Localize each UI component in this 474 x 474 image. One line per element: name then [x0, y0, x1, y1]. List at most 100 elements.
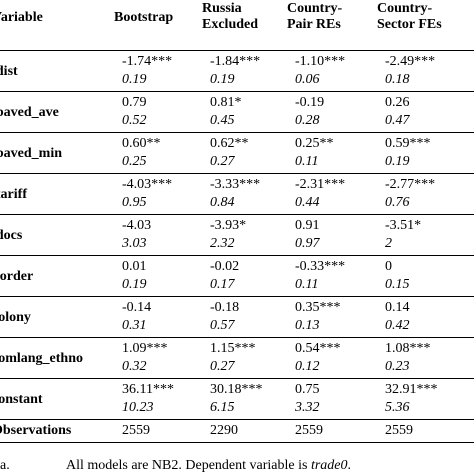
estimate-cell: 1.15***	[210, 341, 256, 356]
table-row-estimate: lpaved_min 0.60** 0.62** 0.25** 0.59***	[0, 132, 474, 174]
std-error-cell: 0.28	[287, 112, 377, 133]
std-error-cell: 10.23	[114, 399, 202, 420]
note-dependent-variable: trade0	[310, 458, 348, 473]
std-error-cell: 0.19	[377, 153, 474, 174]
estimate-cell: 0.62**	[210, 136, 249, 151]
estimate-cell: 30.18***	[210, 382, 263, 397]
estimate-cell: 0.01	[122, 259, 147, 274]
estimate-cell: -1.84***	[210, 54, 261, 69]
std-error-cell: 0.47	[377, 112, 474, 133]
estimate-cell: -1.74***	[122, 54, 173, 69]
table-row-std-error: 0.32 0.27 0.12 0.23	[0, 358, 474, 379]
std-error-cell: 3.32	[287, 399, 377, 420]
estimate-cell: 0.60**	[122, 136, 161, 151]
variable-name: constant	[0, 378, 114, 420]
std-error-cell: 0.76	[377, 194, 474, 215]
variable-name: ltariff	[0, 173, 114, 215]
observations-cell: 2559	[377, 419, 474, 443]
estimate-cell: -3.51*	[385, 218, 422, 233]
std-error-cell: 0.27	[202, 358, 287, 379]
variable-name: lpaved_ave	[0, 91, 114, 133]
table-row-std-error: 10.23 6.15 3.32 5.36	[0, 399, 474, 420]
estimate-cell: -3.93*	[210, 218, 247, 233]
estimate-cell: 0.81*	[210, 95, 242, 110]
variable-name: border	[0, 255, 114, 297]
std-error-cell: 0.18	[377, 71, 474, 92]
header-country-sector-fes: Country- Sector FEs	[377, 0, 474, 51]
std-error-cell: 0.19	[114, 71, 202, 92]
estimate-cell: 0.25**	[295, 136, 334, 151]
std-error-cell: 0.44	[287, 194, 377, 215]
table-row-std-error: 0.52 0.45 0.28 0.47	[0, 112, 474, 133]
std-error-cell: 2	[377, 235, 474, 256]
estimate-cell: 0.75	[295, 382, 320, 397]
estimate-cell: -3.33***	[210, 177, 261, 192]
std-error-cell: 3.03	[114, 235, 202, 256]
std-error-cell: 0.84	[202, 194, 287, 215]
estimate-cell: -2.77***	[385, 177, 436, 192]
table-row-estimate: comlang_ethno 1.09*** 1.15*** 0.54*** 1.08**…	[0, 337, 474, 379]
std-error-cell: 0.11	[287, 276, 377, 297]
estimate-cell: 0.35***	[295, 300, 341, 315]
estimate-cell: -2.31***	[295, 177, 346, 192]
estimate-cell: 0	[385, 259, 392, 274]
estimate-cell: 0.26	[385, 95, 410, 110]
table-row-std-error: 3.03 2.32 0.97 2	[0, 235, 474, 256]
variable-name: ldist	[0, 50, 114, 92]
std-error-cell: 0.97	[287, 235, 377, 256]
note-text: All models are NB2. Dependent variable i…	[66, 458, 311, 473]
header-bootstrap: Bootstrap	[114, 0, 202, 51]
estimate-cell: -0.19	[295, 95, 325, 110]
table-row-estimate: border 0.01 -0.02 -0.33*** 0	[0, 255, 474, 297]
std-error-cell: 0.95	[114, 194, 202, 215]
header-country-pair-res: Country- Pair REs	[287, 0, 377, 51]
estimate-cell: 1.08***	[385, 341, 431, 356]
note-label: a.	[0, 458, 10, 473]
estimate-cell: -1.10***	[295, 54, 346, 69]
observations-row: Observations2559229025592559	[0, 419, 474, 443]
table-note: a. All models are NB2. Dependent variable…	[0, 458, 351, 474]
observations-label: Observations	[0, 419, 114, 443]
estimate-cell: 0.54***	[295, 341, 341, 356]
table-row-estimate: ltariff -4.03*** -3.33*** -2.31*** -2.77***	[0, 173, 474, 215]
note-end: .	[347, 458, 352, 473]
std-error-cell: 0.25	[114, 153, 202, 174]
std-error-cell: 0.52	[114, 112, 202, 133]
estimate-cell: -4.03	[122, 218, 152, 233]
std-error-cell: 0.57	[202, 317, 287, 338]
table-row-estimate: lpaved_ave 0.79 0.81* -0.19 0.26	[0, 91, 474, 133]
table-row-std-error: 0.19 0.19 0.06 0.18	[0, 71, 474, 92]
table-body: ldist -1.74*** -1.84*** -1.10*** -2.49*** 0.1…	[0, 50, 474, 443]
estimate-cell: 0.91	[295, 218, 320, 233]
std-error-cell: 5.36	[377, 399, 474, 420]
std-error-cell: 0.45	[202, 112, 287, 133]
estimate-cell: -0.33***	[295, 259, 346, 274]
std-error-cell: 2.32	[202, 235, 287, 256]
estimate-cell: -2.49***	[385, 54, 436, 69]
std-error-cell: 0.27	[202, 153, 287, 174]
estimate-cell: 36.11***	[122, 382, 174, 397]
estimate-cell: -0.14	[122, 300, 152, 315]
std-error-cell: 0.15	[377, 276, 474, 297]
std-error-cell: 0.12	[287, 358, 377, 379]
table-row-std-error: 0.31 0.57 0.13 0.42	[0, 317, 474, 338]
variable-name: comlang_ethno	[0, 337, 114, 379]
estimate-cell: -4.03***	[122, 177, 173, 192]
table-row-std-error: 0.19 0.17 0.11 0.15	[0, 276, 474, 297]
std-error-cell: 0.42	[377, 317, 474, 338]
table-row-estimate: colony -0.14 -0.18 0.35*** 0.14	[0, 296, 474, 338]
observations-cell: 2559	[114, 419, 202, 443]
header-variable: Variable	[0, 0, 114, 51]
estimate-cell: -0.18	[210, 300, 240, 315]
std-error-cell: 0.06	[287, 71, 377, 92]
table-row-estimate: constant 36.11*** 30.18*** 0.75 32.91***	[0, 378, 474, 420]
std-error-cell: 6.15	[202, 399, 287, 420]
variable-name: lpaved_min	[0, 132, 114, 174]
estimate-cell: 0.59***	[385, 136, 431, 151]
std-error-cell: 0.32	[114, 358, 202, 379]
std-error-cell: 0.19	[202, 71, 287, 92]
table-row-std-error: 0.25 0.27 0.11 0.19	[0, 153, 474, 174]
